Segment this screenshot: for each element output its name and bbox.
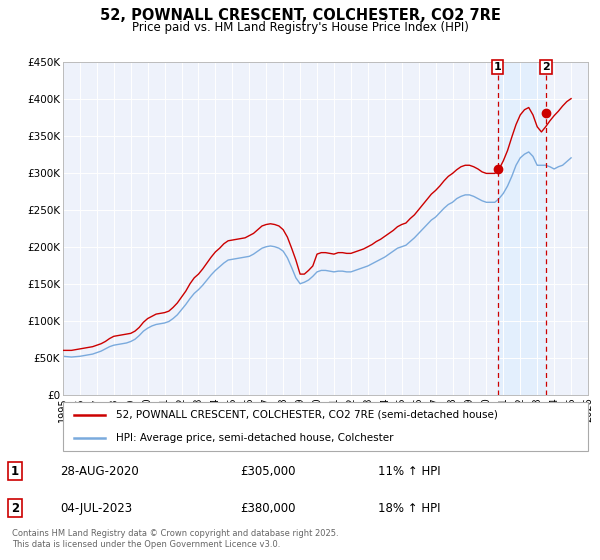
Text: HPI: Average price, semi-detached house, Colchester: HPI: Average price, semi-detached house,…	[115, 433, 393, 444]
Text: 11% ↑ HPI: 11% ↑ HPI	[378, 465, 440, 478]
Text: 04-JUL-2023: 04-JUL-2023	[60, 502, 132, 515]
Text: 1: 1	[11, 465, 19, 478]
Text: 2: 2	[11, 502, 19, 515]
Text: 1: 1	[494, 62, 502, 72]
Text: £305,000: £305,000	[240, 465, 296, 478]
Text: 2: 2	[542, 62, 550, 72]
Bar	[497, 62, 545, 395]
Text: £380,000: £380,000	[240, 502, 296, 515]
Text: 52, POWNALL CRESCENT, COLCHESTER, CO2 7RE: 52, POWNALL CRESCENT, COLCHESTER, CO2 7R…	[100, 8, 500, 24]
Text: 28-AUG-2020: 28-AUG-2020	[60, 465, 139, 478]
Text: 18% ↑ HPI: 18% ↑ HPI	[378, 502, 440, 515]
Text: Contains HM Land Registry data © Crown copyright and database right 2025.
This d: Contains HM Land Registry data © Crown c…	[12, 529, 338, 549]
Text: Price paid vs. HM Land Registry's House Price Index (HPI): Price paid vs. HM Land Registry's House …	[131, 21, 469, 34]
Text: 52, POWNALL CRESCENT, COLCHESTER, CO2 7RE (semi-detached house): 52, POWNALL CRESCENT, COLCHESTER, CO2 7R…	[115, 410, 497, 420]
FancyBboxPatch shape	[63, 402, 588, 451]
